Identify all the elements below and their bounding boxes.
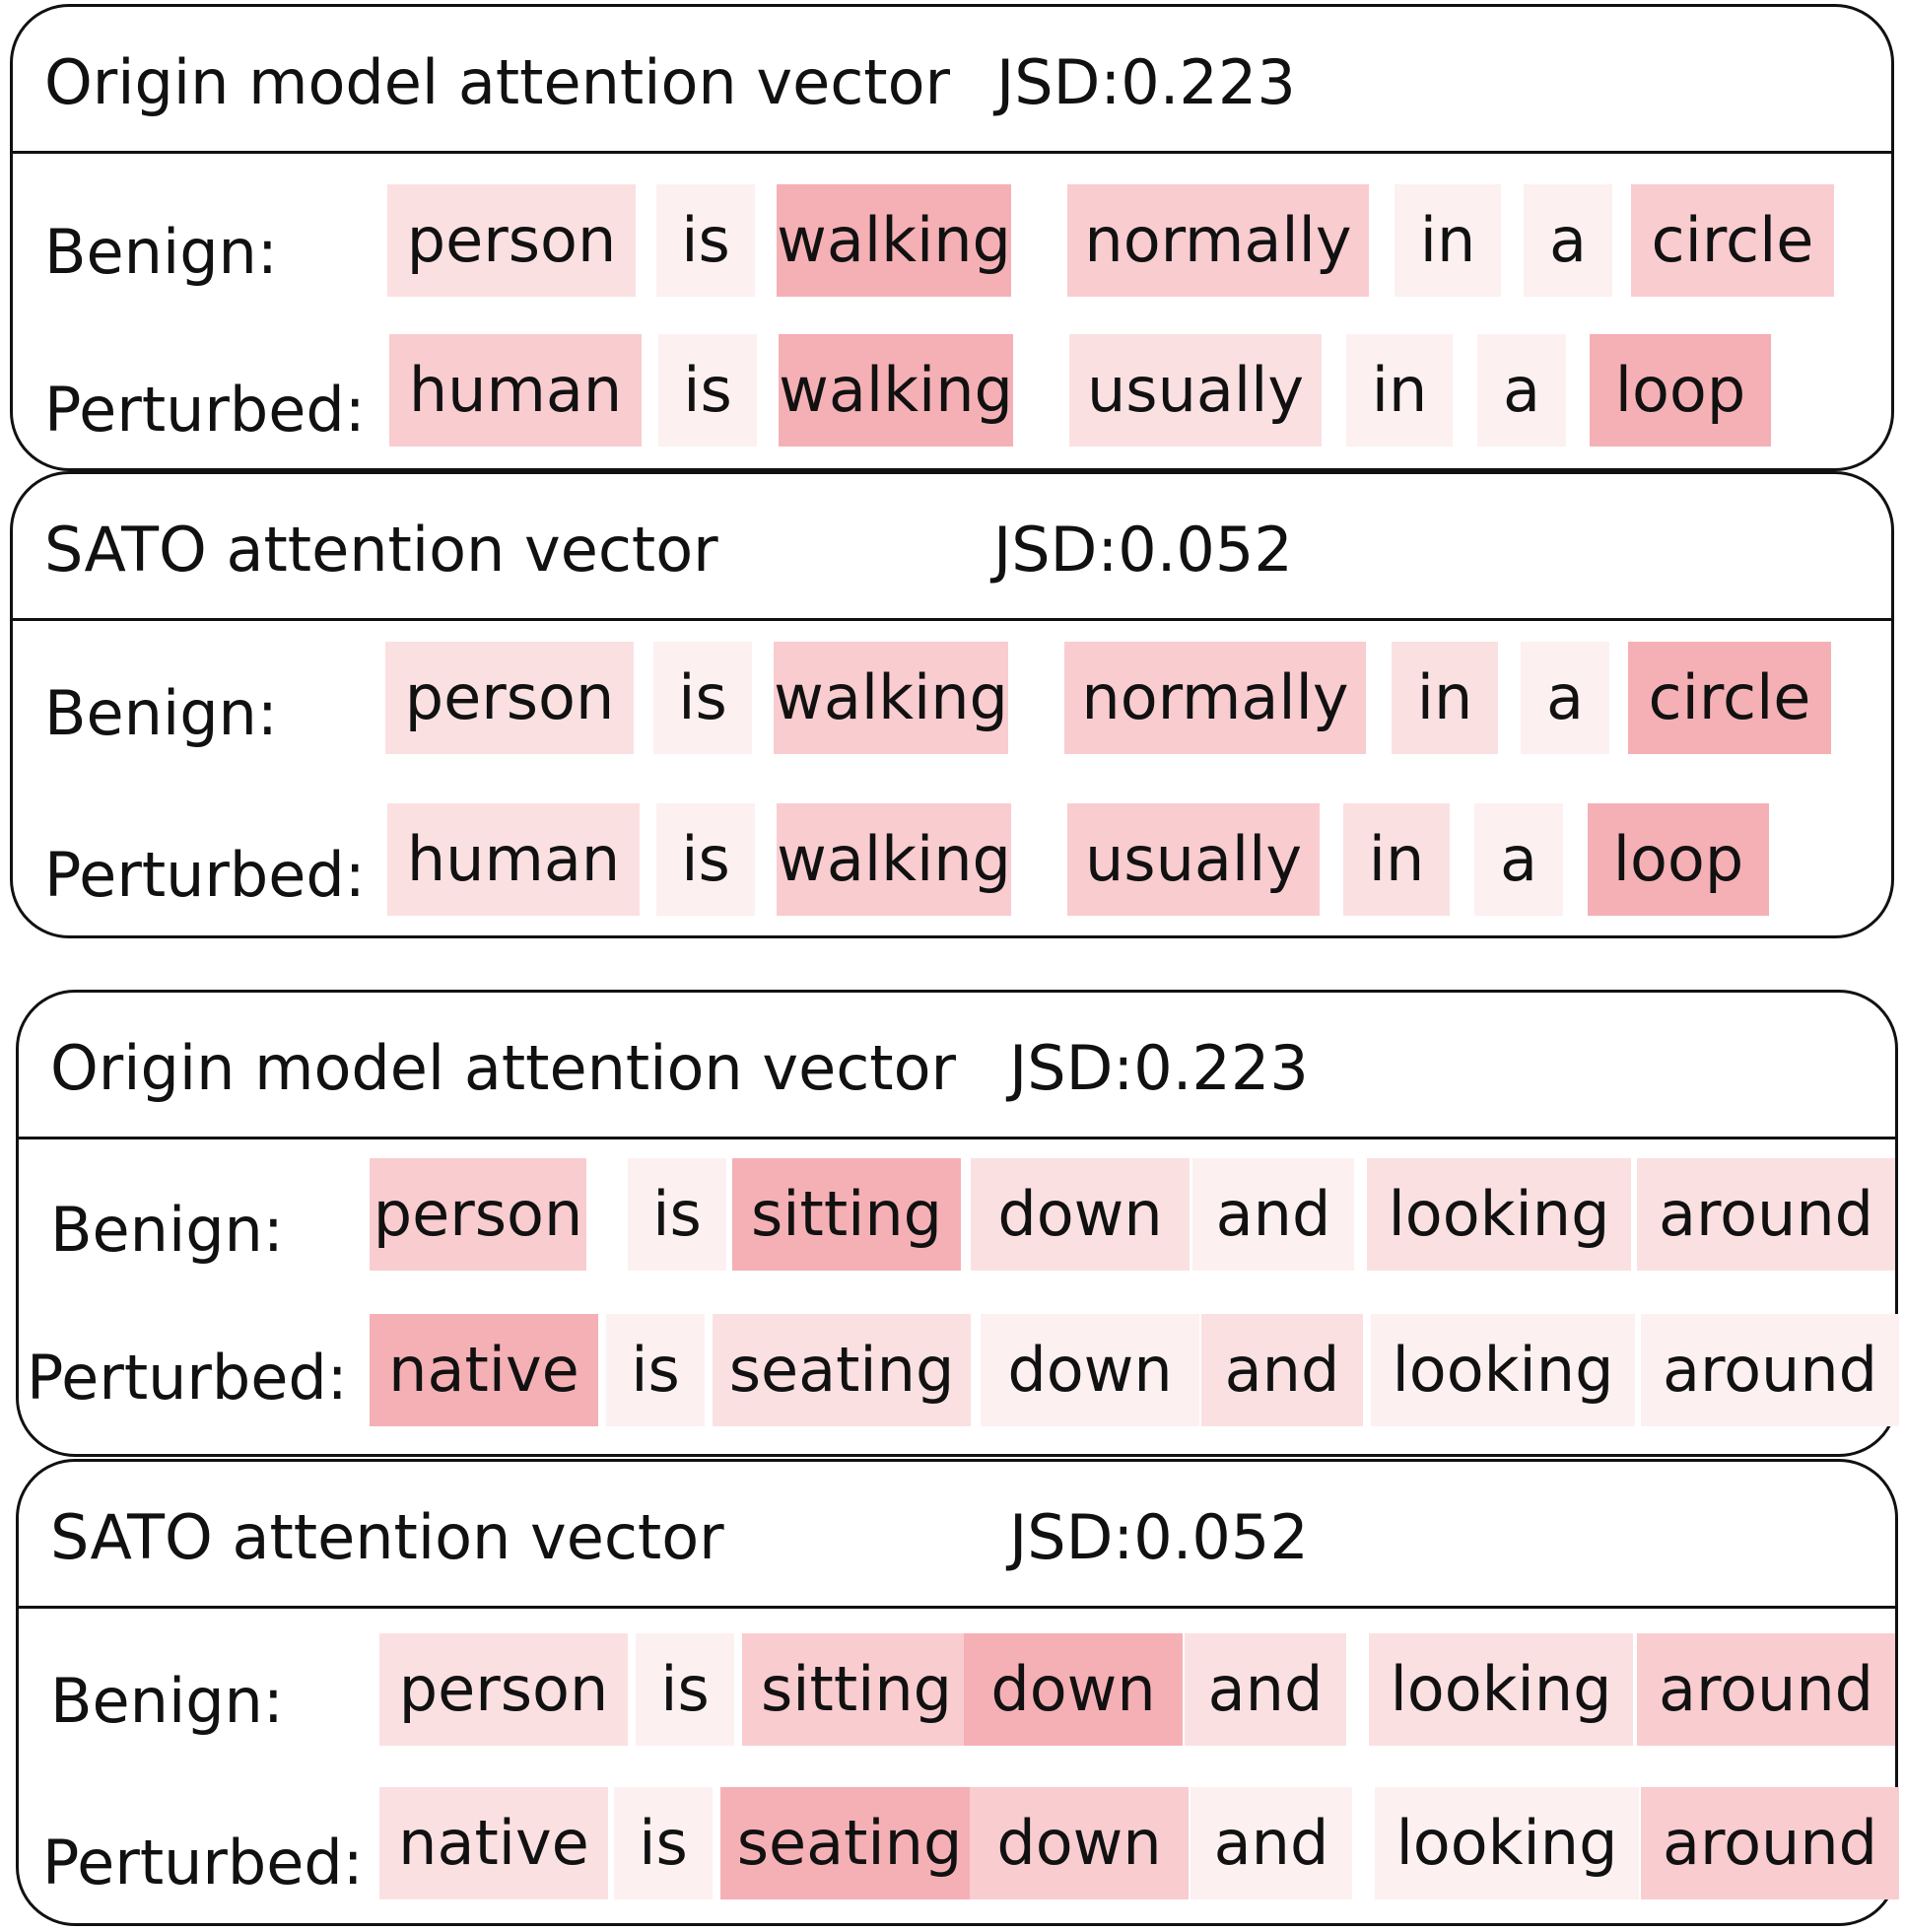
attention-token: is bbox=[658, 334, 757, 447]
row-label-perturbed: Perturbed: bbox=[27, 1342, 348, 1414]
panel-title: Origin model attention vector bbox=[50, 1032, 957, 1104]
attention-token: a bbox=[1477, 334, 1566, 447]
panel-header: Origin model attention vector JSD:0.223 bbox=[13, 7, 1891, 155]
attention-token: person bbox=[370, 1158, 586, 1271]
attention-token: human bbox=[387, 803, 640, 916]
attention-token: and bbox=[1192, 1158, 1354, 1271]
panel-title: SATO attention vector bbox=[44, 514, 718, 586]
attention-token: is bbox=[606, 1314, 705, 1426]
attention-token: around bbox=[1637, 1158, 1895, 1271]
attention-token: is bbox=[656, 184, 755, 297]
attention-token: in bbox=[1395, 184, 1501, 297]
attention-token: usually bbox=[1067, 803, 1320, 916]
row-label-benign: Benign: bbox=[44, 216, 278, 288]
attention-token: looking bbox=[1367, 1158, 1631, 1271]
attention-token: and bbox=[1185, 1633, 1346, 1746]
attention-token: down bbox=[970, 1787, 1189, 1899]
attention-token: is bbox=[628, 1158, 726, 1271]
attention-token: sitting bbox=[732, 1158, 961, 1271]
attention-token: down bbox=[971, 1158, 1190, 1271]
attention-token: person bbox=[385, 642, 634, 754]
jsd-score: JSD:0.052 bbox=[993, 514, 1293, 586]
attention-panel-origin-sitting: Origin model attention vector JSD:0.223 … bbox=[16, 990, 1899, 1457]
attention-token: native bbox=[370, 1314, 598, 1426]
panel-header: SATO attention vector JSD:0.052 bbox=[19, 1462, 1895, 1610]
attention-token: a bbox=[1524, 184, 1612, 297]
panel-header: SATO attention vector JSD:0.052 bbox=[13, 474, 1891, 622]
attention-token: walking bbox=[774, 642, 1008, 754]
attention-token: native bbox=[379, 1787, 608, 1899]
row-label-benign: Benign: bbox=[44, 677, 278, 749]
attention-token: around bbox=[1637, 1633, 1895, 1746]
attention-token: normally bbox=[1067, 184, 1369, 297]
panel-title: SATO attention vector bbox=[50, 1501, 724, 1573]
attention-token: loop bbox=[1588, 803, 1769, 916]
row-label-benign: Benign: bbox=[50, 1665, 284, 1737]
attention-panel-origin-walking: Origin model attention vector JSD:0.223 … bbox=[10, 4, 1894, 471]
panel-header: Origin model attention vector JSD:0.223 bbox=[19, 993, 1895, 1140]
panel-title: Origin model attention vector bbox=[44, 46, 951, 118]
panel-divider bbox=[19, 1137, 1895, 1139]
attention-token: looking bbox=[1375, 1787, 1639, 1899]
attention-token: circle bbox=[1628, 642, 1831, 754]
attention-token: person bbox=[387, 184, 636, 297]
attention-token: down bbox=[964, 1633, 1183, 1746]
attention-token: and bbox=[1201, 1314, 1363, 1426]
attention-token: in bbox=[1392, 642, 1498, 754]
attention-token: around bbox=[1641, 1314, 1899, 1426]
attention-token: human bbox=[389, 334, 642, 447]
attention-token: looking bbox=[1369, 1633, 1633, 1746]
attention-token: seating bbox=[720, 1787, 979, 1899]
attention-token: is bbox=[636, 1633, 734, 1746]
attention-token: is bbox=[653, 642, 752, 754]
attention-token: walking bbox=[777, 803, 1011, 916]
panel-divider bbox=[19, 1606, 1895, 1609]
attention-token: a bbox=[1521, 642, 1609, 754]
panel-divider bbox=[13, 151, 1891, 154]
attention-token: a bbox=[1474, 803, 1563, 916]
attention-token: loop bbox=[1590, 334, 1771, 447]
attention-token: circle bbox=[1631, 184, 1834, 297]
attention-token: and bbox=[1191, 1787, 1352, 1899]
row-label-perturbed: Perturbed: bbox=[44, 374, 366, 446]
attention-token: normally bbox=[1064, 642, 1366, 754]
attention-panel-sato-sitting: SATO attention vector JSD:0.052 Benign: … bbox=[16, 1459, 1899, 1926]
attention-token: walking bbox=[779, 334, 1013, 447]
attention-token: is bbox=[656, 803, 755, 916]
jsd-score: JSD:0.223 bbox=[996, 46, 1296, 118]
attention-token: person bbox=[379, 1633, 628, 1746]
attention-token: walking bbox=[777, 184, 1011, 297]
attention-token: in bbox=[1346, 334, 1453, 447]
attention-panel-sato-walking: SATO attention vector JSD:0.052 Benign: … bbox=[10, 471, 1894, 938]
attention-token: usually bbox=[1069, 334, 1322, 447]
attention-token: down bbox=[981, 1314, 1199, 1426]
attention-token: around bbox=[1641, 1787, 1899, 1899]
panel-divider bbox=[13, 618, 1891, 621]
attention-token: looking bbox=[1371, 1314, 1635, 1426]
jsd-score: JSD:0.223 bbox=[1009, 1032, 1309, 1104]
attention-token: seating bbox=[713, 1314, 971, 1426]
attention-token: in bbox=[1343, 803, 1450, 916]
row-label-perturbed: Perturbed: bbox=[42, 1827, 364, 1898]
jsd-score: JSD:0.052 bbox=[1009, 1501, 1309, 1573]
row-label-perturbed: Perturbed: bbox=[44, 839, 366, 911]
row-label-benign: Benign: bbox=[50, 1194, 284, 1266]
attention-token: is bbox=[614, 1787, 713, 1899]
attention-token: sitting bbox=[742, 1633, 971, 1746]
